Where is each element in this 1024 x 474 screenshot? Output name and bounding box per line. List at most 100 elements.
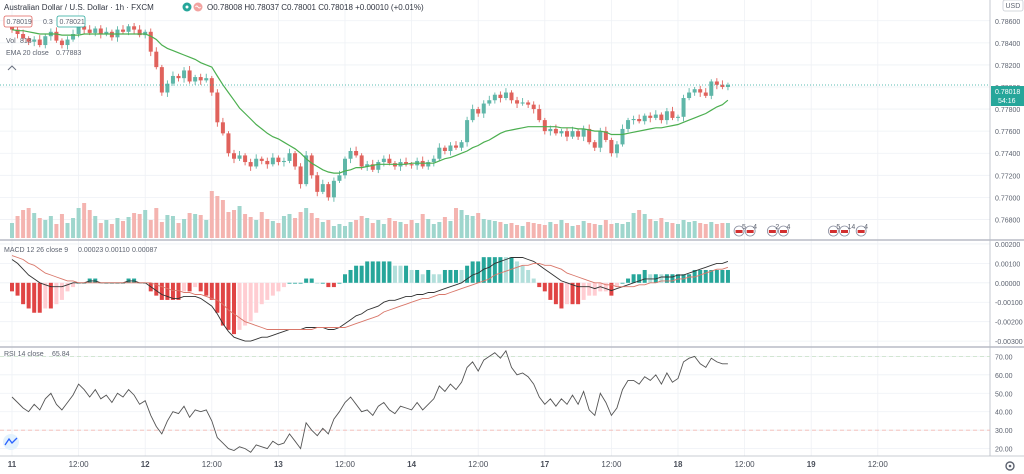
time-tick-label: 12:00 xyxy=(202,460,223,469)
axis-tick-label: 0.77000 xyxy=(995,195,1020,202)
sell-button[interactable] xyxy=(3,15,33,28)
candle-body xyxy=(698,89,703,93)
volume-bar xyxy=(243,214,248,238)
volume-bar xyxy=(359,216,364,238)
candle-body xyxy=(326,184,331,198)
candle-body xyxy=(470,109,475,121)
volume-bar xyxy=(692,221,697,238)
candle-body xyxy=(531,104,536,110)
event-marker: 4 xyxy=(855,224,868,237)
volume-bar xyxy=(198,215,203,238)
volume-bar xyxy=(76,208,81,238)
macd-histogram-bar xyxy=(359,265,364,283)
brand-logo-icon[interactable] xyxy=(3,434,19,450)
macd-histogram-bar xyxy=(376,261,381,283)
macd-histogram-bar xyxy=(659,274,664,283)
macd-histogram-bar xyxy=(287,282,292,284)
macd-value: 0.00110 xyxy=(105,247,130,254)
candle-body xyxy=(576,131,581,137)
collapse-legend-icon[interactable] xyxy=(7,65,17,71)
volume-bar xyxy=(121,221,125,238)
macd-histogram-bar xyxy=(592,282,597,296)
macd-histogram-bar xyxy=(170,282,175,300)
volume-bar xyxy=(165,215,170,238)
volume-bar xyxy=(376,220,381,238)
candle-body xyxy=(570,131,575,137)
volume-bar xyxy=(676,224,680,238)
time-axis[interactable]: 11 12:00 12 12:00 13 12:00 14 12:00 17 12:00 18 12:… xyxy=(8,460,889,469)
candle-body xyxy=(21,34,26,39)
settings-gear-icon[interactable] xyxy=(1005,461,1015,471)
volume-bar xyxy=(148,220,153,238)
volume-bar xyxy=(537,224,542,238)
event-flag-icon xyxy=(841,230,848,233)
macd-histogram-bar xyxy=(631,274,636,283)
candle-body xyxy=(542,120,547,132)
macd-histogram-bar xyxy=(703,269,708,283)
volume-bar xyxy=(565,223,569,238)
event-count: 14 xyxy=(848,224,856,231)
volume-bar xyxy=(104,220,109,238)
volume-bar xyxy=(132,213,137,238)
candle-body xyxy=(642,115,647,122)
volume-bar xyxy=(182,219,187,238)
candle-body xyxy=(592,142,597,148)
candle-body xyxy=(670,111,675,118)
candle-body xyxy=(15,29,20,35)
macd-histogram-bar xyxy=(454,269,458,283)
macd-histogram-bar xyxy=(354,265,359,283)
macd-histogram-bar xyxy=(548,282,553,300)
axis-tick-label: -0.00100 xyxy=(995,300,1023,307)
event-markers[interactable]: 5 4 2 4 5 14 4 xyxy=(733,224,868,237)
currency-badge[interactable]: USD xyxy=(1002,0,1024,12)
candle-body xyxy=(132,26,137,30)
volume-bar xyxy=(270,221,275,238)
candle-body xyxy=(137,29,142,36)
macd-histogram-bar xyxy=(492,257,497,283)
candle-body xyxy=(270,157,275,165)
volume-bar xyxy=(187,213,192,238)
candle-body xyxy=(503,92,508,99)
volume-bar xyxy=(492,221,497,238)
volume-bar xyxy=(531,223,536,238)
time-tick-label: 18 xyxy=(674,460,683,469)
macd-legend: MACD 12 26 close 9 0.00023 0.00110 0.000… xyxy=(4,247,157,254)
volume-bar xyxy=(437,222,442,238)
time-tick-label: 13 xyxy=(274,460,283,469)
volume-bar xyxy=(470,216,475,238)
candle-body xyxy=(243,155,248,163)
volume-bar xyxy=(254,220,259,238)
candle-body xyxy=(259,158,264,161)
axis-tick-label: 0.00200 xyxy=(995,242,1020,249)
legend-wave-icon[interactable] xyxy=(193,2,203,12)
legend-eye-icon[interactable] xyxy=(182,2,192,12)
candle-body xyxy=(226,133,231,154)
volume-bar xyxy=(592,224,597,238)
macd-histogram-bar xyxy=(165,282,170,300)
volume-bar xyxy=(409,220,414,238)
volume-bar xyxy=(343,226,347,238)
macd-histogram-bar xyxy=(237,282,242,330)
rsi-line xyxy=(11,349,728,453)
volume-bar xyxy=(365,218,370,238)
volume-bar xyxy=(293,218,298,238)
axis-tick-label: 0.77400 xyxy=(995,151,1020,158)
candle-body xyxy=(198,77,203,81)
candle-body xyxy=(76,26,81,35)
volume-bar xyxy=(498,222,503,238)
volume-bar xyxy=(487,220,492,238)
macd-histogram-bar xyxy=(448,269,453,283)
volume-bar xyxy=(326,220,331,238)
volume-bar xyxy=(687,222,692,238)
volume-bar xyxy=(631,213,636,238)
volume-bar xyxy=(398,222,403,238)
volume-bar xyxy=(553,224,558,238)
event-count: 5 xyxy=(836,224,840,231)
candle-body xyxy=(320,184,325,192)
candle-body xyxy=(459,142,464,148)
macd-histogram-bar xyxy=(248,282,253,322)
volume-bar xyxy=(420,214,425,238)
buy-button[interactable] xyxy=(56,15,86,28)
